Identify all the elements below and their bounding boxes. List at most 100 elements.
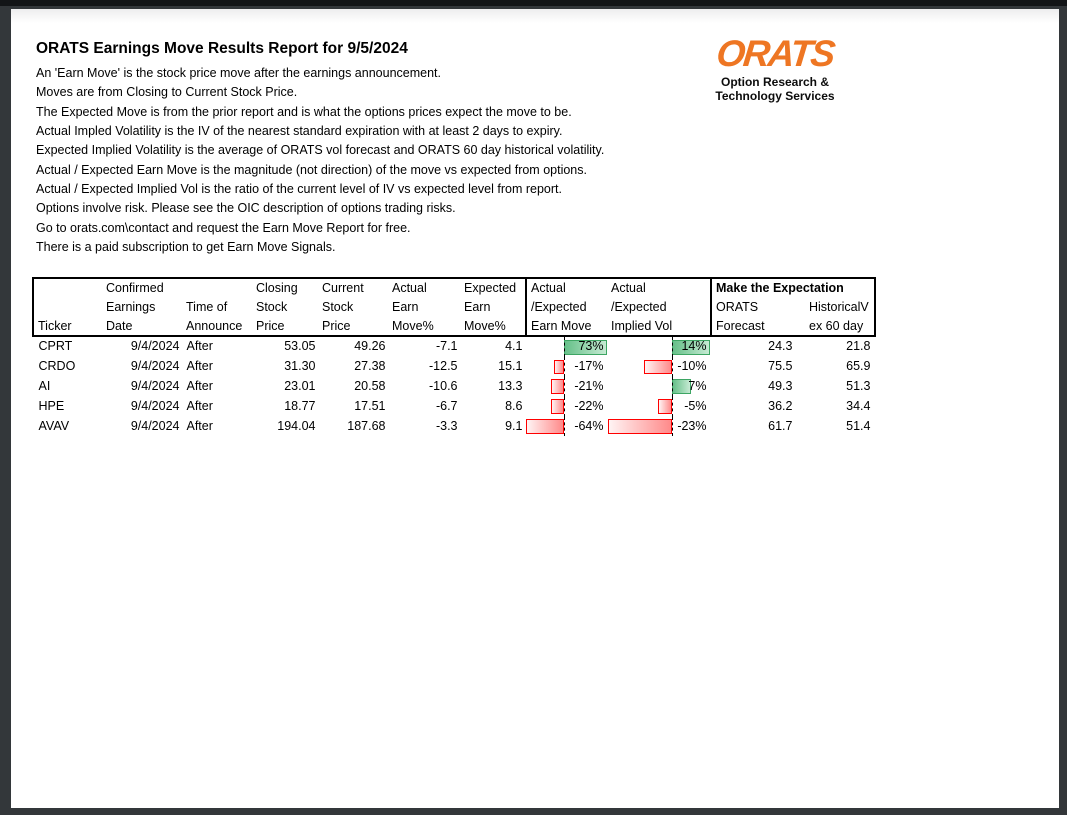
time-of-announce-cell: After — [186, 339, 213, 354]
earn-move-data-bar — [550, 399, 564, 415]
current-price-cell: 187.68 — [347, 418, 386, 433]
earnings-date-cell: 9/4/2024 — [130, 339, 180, 354]
header-current-l3: Price — [322, 318, 351, 333]
header-implied-vol-l1: Actual — [611, 281, 646, 295]
header-date-l3: Date — [106, 318, 133, 333]
header-closing-l2: Stock — [256, 299, 288, 314]
expected-earn-move-cell: 13.3 — [498, 378, 523, 393]
header-earn-move-l3: Earn Move — [525, 316, 607, 336]
earn-move-data-bar — [553, 359, 564, 375]
header-actual-move-l2: Earn — [392, 299, 419, 314]
header-announce-l1 — [182, 279, 252, 298]
header-historical-v-l2: ex 60 day — [809, 318, 864, 333]
description-line: There is a paid subscription to get Earn… — [36, 240, 336, 255]
report-title: ORATS Earnings Move Results Report for 9… — [36, 40, 408, 57]
orats-wordmark-logo: ORATS — [714, 33, 836, 74]
implied-vol-ratio-value: -23% — [677, 418, 707, 433]
earn-move-data-bar — [551, 379, 564, 395]
header-actual-move-l1: Actual — [392, 281, 427, 295]
earn-move-ratio-bar-cell: -17% — [526, 357, 608, 377]
description-line: Actual Impled Volatility is the IV of th… — [36, 124, 563, 139]
description-line: Options involve risk. Please see the OIC… — [36, 201, 456, 216]
expected-earn-move-cell: 9.1 — [505, 418, 523, 433]
earn-move-ratio-value: -64% — [574, 418, 604, 433]
historical-v-cell: 51.4 — [846, 418, 871, 433]
description-line: An 'Earn Move' is the stock price move a… — [36, 66, 441, 80]
header-date-l2: Earnings — [106, 299, 156, 314]
zero-axis-line — [671, 357, 673, 377]
zero-axis-line — [563, 357, 565, 377]
description-line: Go to orats.com\contact and request the … — [36, 220, 411, 235]
table-row: CPRT 9/4/2024 After 53.05 49.26 -7.1 4.1… — [35, 337, 874, 358]
earn-move-data-bar — [525, 419, 564, 434]
expected-earn-move-cell: 15.1 — [498, 359, 523, 374]
closing-price-cell: 23.01 — [284, 378, 316, 393]
expected-earn-move-cell: 4.1 — [505, 339, 523, 354]
time-of-announce-cell: After — [186, 418, 213, 433]
earn-move-ratio-bar-cell: -22% — [526, 396, 608, 417]
zero-axis-line — [671, 337, 673, 358]
earnings-date-cell: 9/4/2024 — [130, 398, 180, 413]
header-closing-l1: Closing — [256, 281, 298, 295]
actual-earn-move-cell: -6.7 — [435, 398, 458, 413]
time-of-announce-cell: After — [186, 378, 213, 393]
actual-earn-move-cell: -12.5 — [429, 359, 458, 374]
table-row: AVAV 9/4/2024 After 194.04 187.68 -3.3 9… — [35, 416, 874, 437]
current-price-cell: 20.58 — [354, 378, 386, 393]
header-orats-forecast-l2: Forecast — [710, 316, 795, 336]
earnings-date-cell: 9/4/2024 — [130, 359, 180, 374]
earn-move-ratio-bar-cell: -21% — [526, 376, 608, 397]
zero-axis-line — [563, 396, 565, 417]
earn-move-ratio-value: -22% — [574, 398, 604, 413]
description-line: Moves are from Closing to Current Stock … — [36, 85, 298, 100]
historical-v-cell: 51.3 — [846, 378, 871, 393]
zero-axis-line — [671, 416, 673, 437]
orats-forecast-cell: 75.5 — [768, 359, 793, 374]
actual-earn-move-cell: -7.1 — [435, 339, 458, 354]
header-ticker-l2 — [34, 298, 102, 317]
actual-earn-move-cell: -10.6 — [429, 378, 458, 393]
current-price-cell: 17.51 — [354, 398, 386, 413]
time-of-announce-cell: After — [186, 359, 213, 374]
header-earn-move-l1: Actual — [525, 279, 607, 298]
header-actual-move-l3: Move% — [392, 318, 434, 333]
header-implied-vol-l2: /Expected — [611, 299, 667, 314]
page-top-shadow — [11, 9, 1059, 23]
implied-vol-data-bar — [657, 399, 672, 415]
table-header: Confirmed Closing Current Actual Expecte… — [32, 277, 876, 338]
earn-move-ratio-value: -21% — [574, 378, 604, 393]
implied-vol-ratio-bar-cell: 7% — [608, 376, 711, 397]
implied-vol-ratio-value: 14% — [681, 339, 707, 354]
implied-vol-ratio-bar-cell: -5% — [608, 396, 711, 417]
closing-price-cell: 18.77 — [284, 398, 316, 413]
header-date-l1: Confirmed — [106, 281, 164, 295]
closing-price-cell: 31.30 — [284, 359, 316, 374]
implied-vol-ratio-value: 7% — [688, 378, 707, 393]
orats-forecast-cell: 61.7 — [768, 418, 793, 433]
header-expected-move-l3: Move% — [464, 318, 506, 333]
expected-earn-move-cell: 8.6 — [505, 398, 523, 413]
header-make-the-expectation: Make the Expectation — [710, 279, 873, 298]
description-line: Actual / Expected Implied Vol is the rat… — [36, 182, 562, 197]
header-announce-l3: Announce — [186, 318, 243, 333]
ticker-cell: AI — [38, 378, 51, 393]
earn-move-ratio-bar-cell: -64% — [525, 416, 608, 437]
ticker-cell: HPE — [38, 398, 65, 413]
logo-tagline-line1: Option Research & — [720, 75, 830, 89]
report-description: An 'Earn Move' is the stock price move a… — [36, 64, 604, 257]
implied-vol-data-bar — [643, 359, 672, 375]
actual-earn-move-cell: -3.3 — [435, 418, 458, 433]
orats-forecast-cell: 36.2 — [768, 398, 793, 413]
description-line: The Expected Move is from the prior repo… — [36, 104, 572, 119]
zero-axis-line — [563, 337, 565, 358]
header-announce-l2: Time of — [186, 299, 228, 314]
header-ticker-l1 — [34, 279, 102, 298]
historical-v-cell: 65.9 — [846, 359, 871, 374]
header-orats-forecast-l1: ORATS — [710, 297, 795, 317]
header-closing-l3: Price — [256, 318, 285, 333]
description-line: Actual / Expected Earn Move is the magni… — [36, 162, 587, 177]
header-earn-move-l2: /Expected — [525, 297, 607, 317]
earn-move-ratio-value: 73% — [578, 339, 604, 354]
closing-price-cell: 53.05 — [284, 339, 316, 354]
